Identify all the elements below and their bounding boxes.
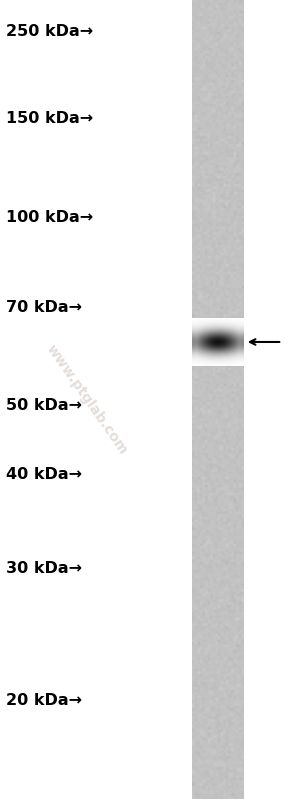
Text: 250 kDa→: 250 kDa→ <box>6 25 93 39</box>
Text: 50 kDa→: 50 kDa→ <box>6 399 82 413</box>
Text: 30 kDa→: 30 kDa→ <box>6 562 82 576</box>
Text: www.ptglab.com: www.ptglab.com <box>43 342 130 457</box>
Text: 100 kDa→: 100 kDa→ <box>6 210 93 225</box>
Text: 70 kDa→: 70 kDa→ <box>6 300 82 315</box>
Text: 150 kDa→: 150 kDa→ <box>6 111 93 125</box>
Text: 20 kDa→: 20 kDa→ <box>6 694 82 708</box>
Text: 40 kDa→: 40 kDa→ <box>6 467 82 482</box>
